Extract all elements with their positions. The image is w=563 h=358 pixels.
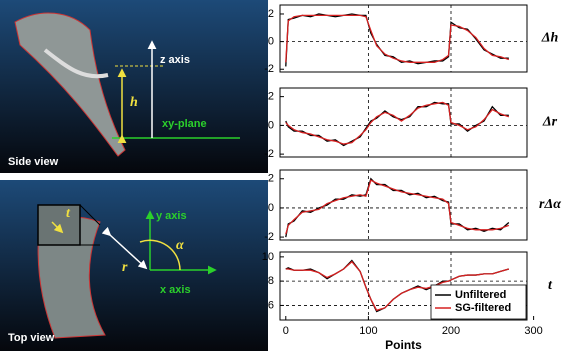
z-axis-label: z axis [160, 54, 190, 66]
x-axis-label: x axis [160, 284, 191, 296]
x-axis-title: Points [385, 338, 422, 352]
y-tick-label: 8 [268, 275, 274, 287]
y-axis-label: y axis [156, 210, 187, 222]
line-chart: -2 0 2 Δr [264, 88, 557, 160]
xy-plane-label: xy-plane [162, 118, 207, 130]
y-tick-label: 0 [268, 119, 274, 131]
figure: z axis h xy-plane Side view t y axis r α… [0, 0, 563, 358]
y-axis-title: rΔα [539, 197, 561, 212]
caption: Side view [8, 156, 59, 168]
line-chart: -2 0 2 Δh [264, 5, 558, 75]
plot-frame [280, 88, 527, 157]
y-tick-label: -2 [264, 63, 274, 75]
caption: Top view [8, 332, 55, 344]
y-tick-label: 0 [268, 202, 274, 214]
y-tick-label: -2 [264, 148, 274, 160]
r-label: r [122, 260, 128, 275]
x-tick-label: 0 [283, 325, 289, 337]
y-tick-label: 6 [268, 299, 274, 311]
legend-label: SG-filtered [455, 302, 511, 314]
y-axis-title: Δr [542, 115, 558, 130]
x-tick-label: 100 [359, 325, 377, 337]
line-chart: -2 0 2 rΔα [264, 170, 561, 243]
y-tick-label: 2 [268, 173, 274, 185]
side-view: z axis h xy-plane Side view [0, 0, 268, 173]
y-tick-label: 0 [268, 36, 274, 48]
y-tick-label: 2 [268, 8, 274, 20]
x-tick-label: 300 [524, 325, 542, 337]
y-axis-title: t [548, 278, 553, 293]
y-tick-label: -2 [264, 231, 274, 243]
legend-label: Unfiltered [455, 289, 506, 301]
inset-box [38, 205, 80, 245]
y-tick-label: 2 [268, 91, 274, 103]
alpha-label: α [176, 238, 184, 253]
y-axis-title: Δh [541, 31, 559, 46]
y-tick-label: 10 [262, 251, 274, 263]
top-view: t y axis r α x axis Top view [0, 180, 268, 351]
h-label: h [130, 95, 138, 110]
x-tick-label: 200 [442, 325, 460, 337]
